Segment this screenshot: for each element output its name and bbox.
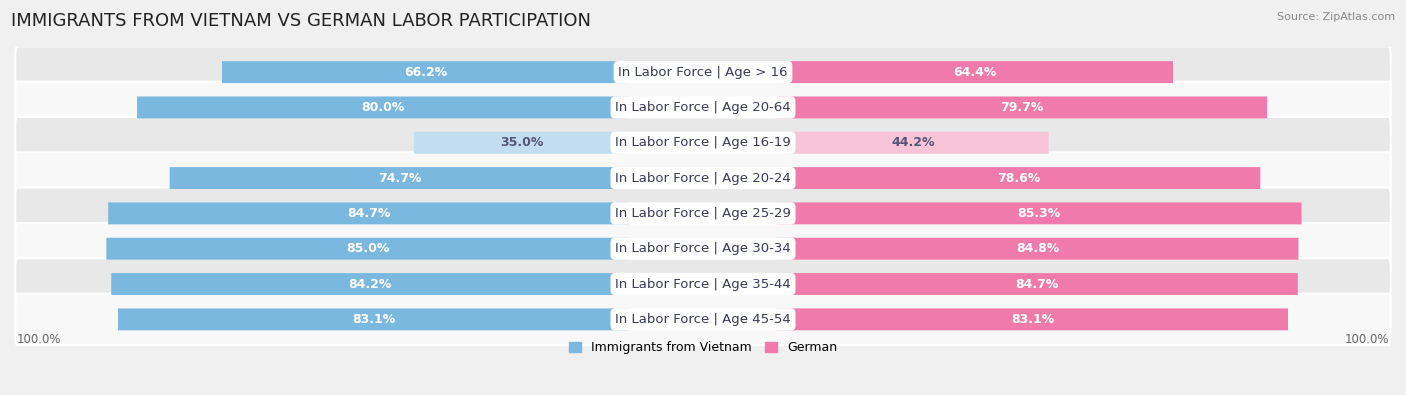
Text: In Labor Force | Age 30-34: In Labor Force | Age 30-34 [616,242,790,255]
Text: IMMIGRANTS FROM VIETNAM VS GERMAN LABOR PARTICIPATION: IMMIGRANTS FROM VIETNAM VS GERMAN LABOR … [11,12,592,30]
FancyBboxPatch shape [778,167,1260,189]
Text: 100.0%: 100.0% [17,333,62,346]
FancyBboxPatch shape [118,308,630,330]
FancyBboxPatch shape [778,273,1298,295]
FancyBboxPatch shape [15,82,1391,133]
Text: In Labor Force | Age 25-29: In Labor Force | Age 25-29 [614,207,792,220]
Text: 84.7%: 84.7% [347,207,391,220]
Text: 85.3%: 85.3% [1018,207,1060,220]
FancyBboxPatch shape [15,46,1391,98]
Text: 85.0%: 85.0% [346,242,389,255]
FancyBboxPatch shape [778,61,1173,83]
Text: In Labor Force | Age > 16: In Labor Force | Age > 16 [619,66,787,79]
Text: In Labor Force | Age 20-24: In Labor Force | Age 20-24 [616,171,790,184]
FancyBboxPatch shape [138,96,630,118]
Text: 44.2%: 44.2% [891,136,935,149]
FancyBboxPatch shape [108,203,630,224]
FancyBboxPatch shape [413,132,630,154]
Text: 66.2%: 66.2% [404,66,447,79]
Text: 84.7%: 84.7% [1015,278,1059,291]
Text: Source: ZipAtlas.com: Source: ZipAtlas.com [1277,12,1395,22]
Text: 79.7%: 79.7% [1000,101,1043,114]
Text: In Labor Force | Age 35-44: In Labor Force | Age 35-44 [616,278,790,291]
FancyBboxPatch shape [15,188,1391,239]
FancyBboxPatch shape [15,152,1391,204]
Text: In Labor Force | Age 16-19: In Labor Force | Age 16-19 [616,136,790,149]
FancyBboxPatch shape [778,308,1288,330]
FancyBboxPatch shape [15,117,1391,169]
Text: 100.0%: 100.0% [1344,333,1389,346]
FancyBboxPatch shape [111,273,630,295]
Text: 74.7%: 74.7% [378,171,422,184]
Text: 35.0%: 35.0% [501,136,543,149]
Text: 64.4%: 64.4% [953,66,997,79]
Text: 78.6%: 78.6% [997,171,1040,184]
FancyBboxPatch shape [778,238,1299,260]
Text: 83.1%: 83.1% [352,313,395,326]
FancyBboxPatch shape [778,132,1049,154]
Text: In Labor Force | Age 45-54: In Labor Force | Age 45-54 [616,313,790,326]
FancyBboxPatch shape [15,223,1391,275]
Text: 84.8%: 84.8% [1017,242,1059,255]
FancyBboxPatch shape [170,167,630,189]
FancyBboxPatch shape [222,61,630,83]
Text: 83.1%: 83.1% [1011,313,1054,326]
FancyBboxPatch shape [778,203,1302,224]
Text: 84.2%: 84.2% [349,278,392,291]
Text: In Labor Force | Age 20-64: In Labor Force | Age 20-64 [616,101,790,114]
FancyBboxPatch shape [107,238,630,260]
FancyBboxPatch shape [778,96,1267,118]
FancyBboxPatch shape [15,258,1391,310]
FancyBboxPatch shape [15,293,1391,345]
Text: 80.0%: 80.0% [361,101,405,114]
Legend: Immigrants from Vietnam, German: Immigrants from Vietnam, German [564,337,842,359]
